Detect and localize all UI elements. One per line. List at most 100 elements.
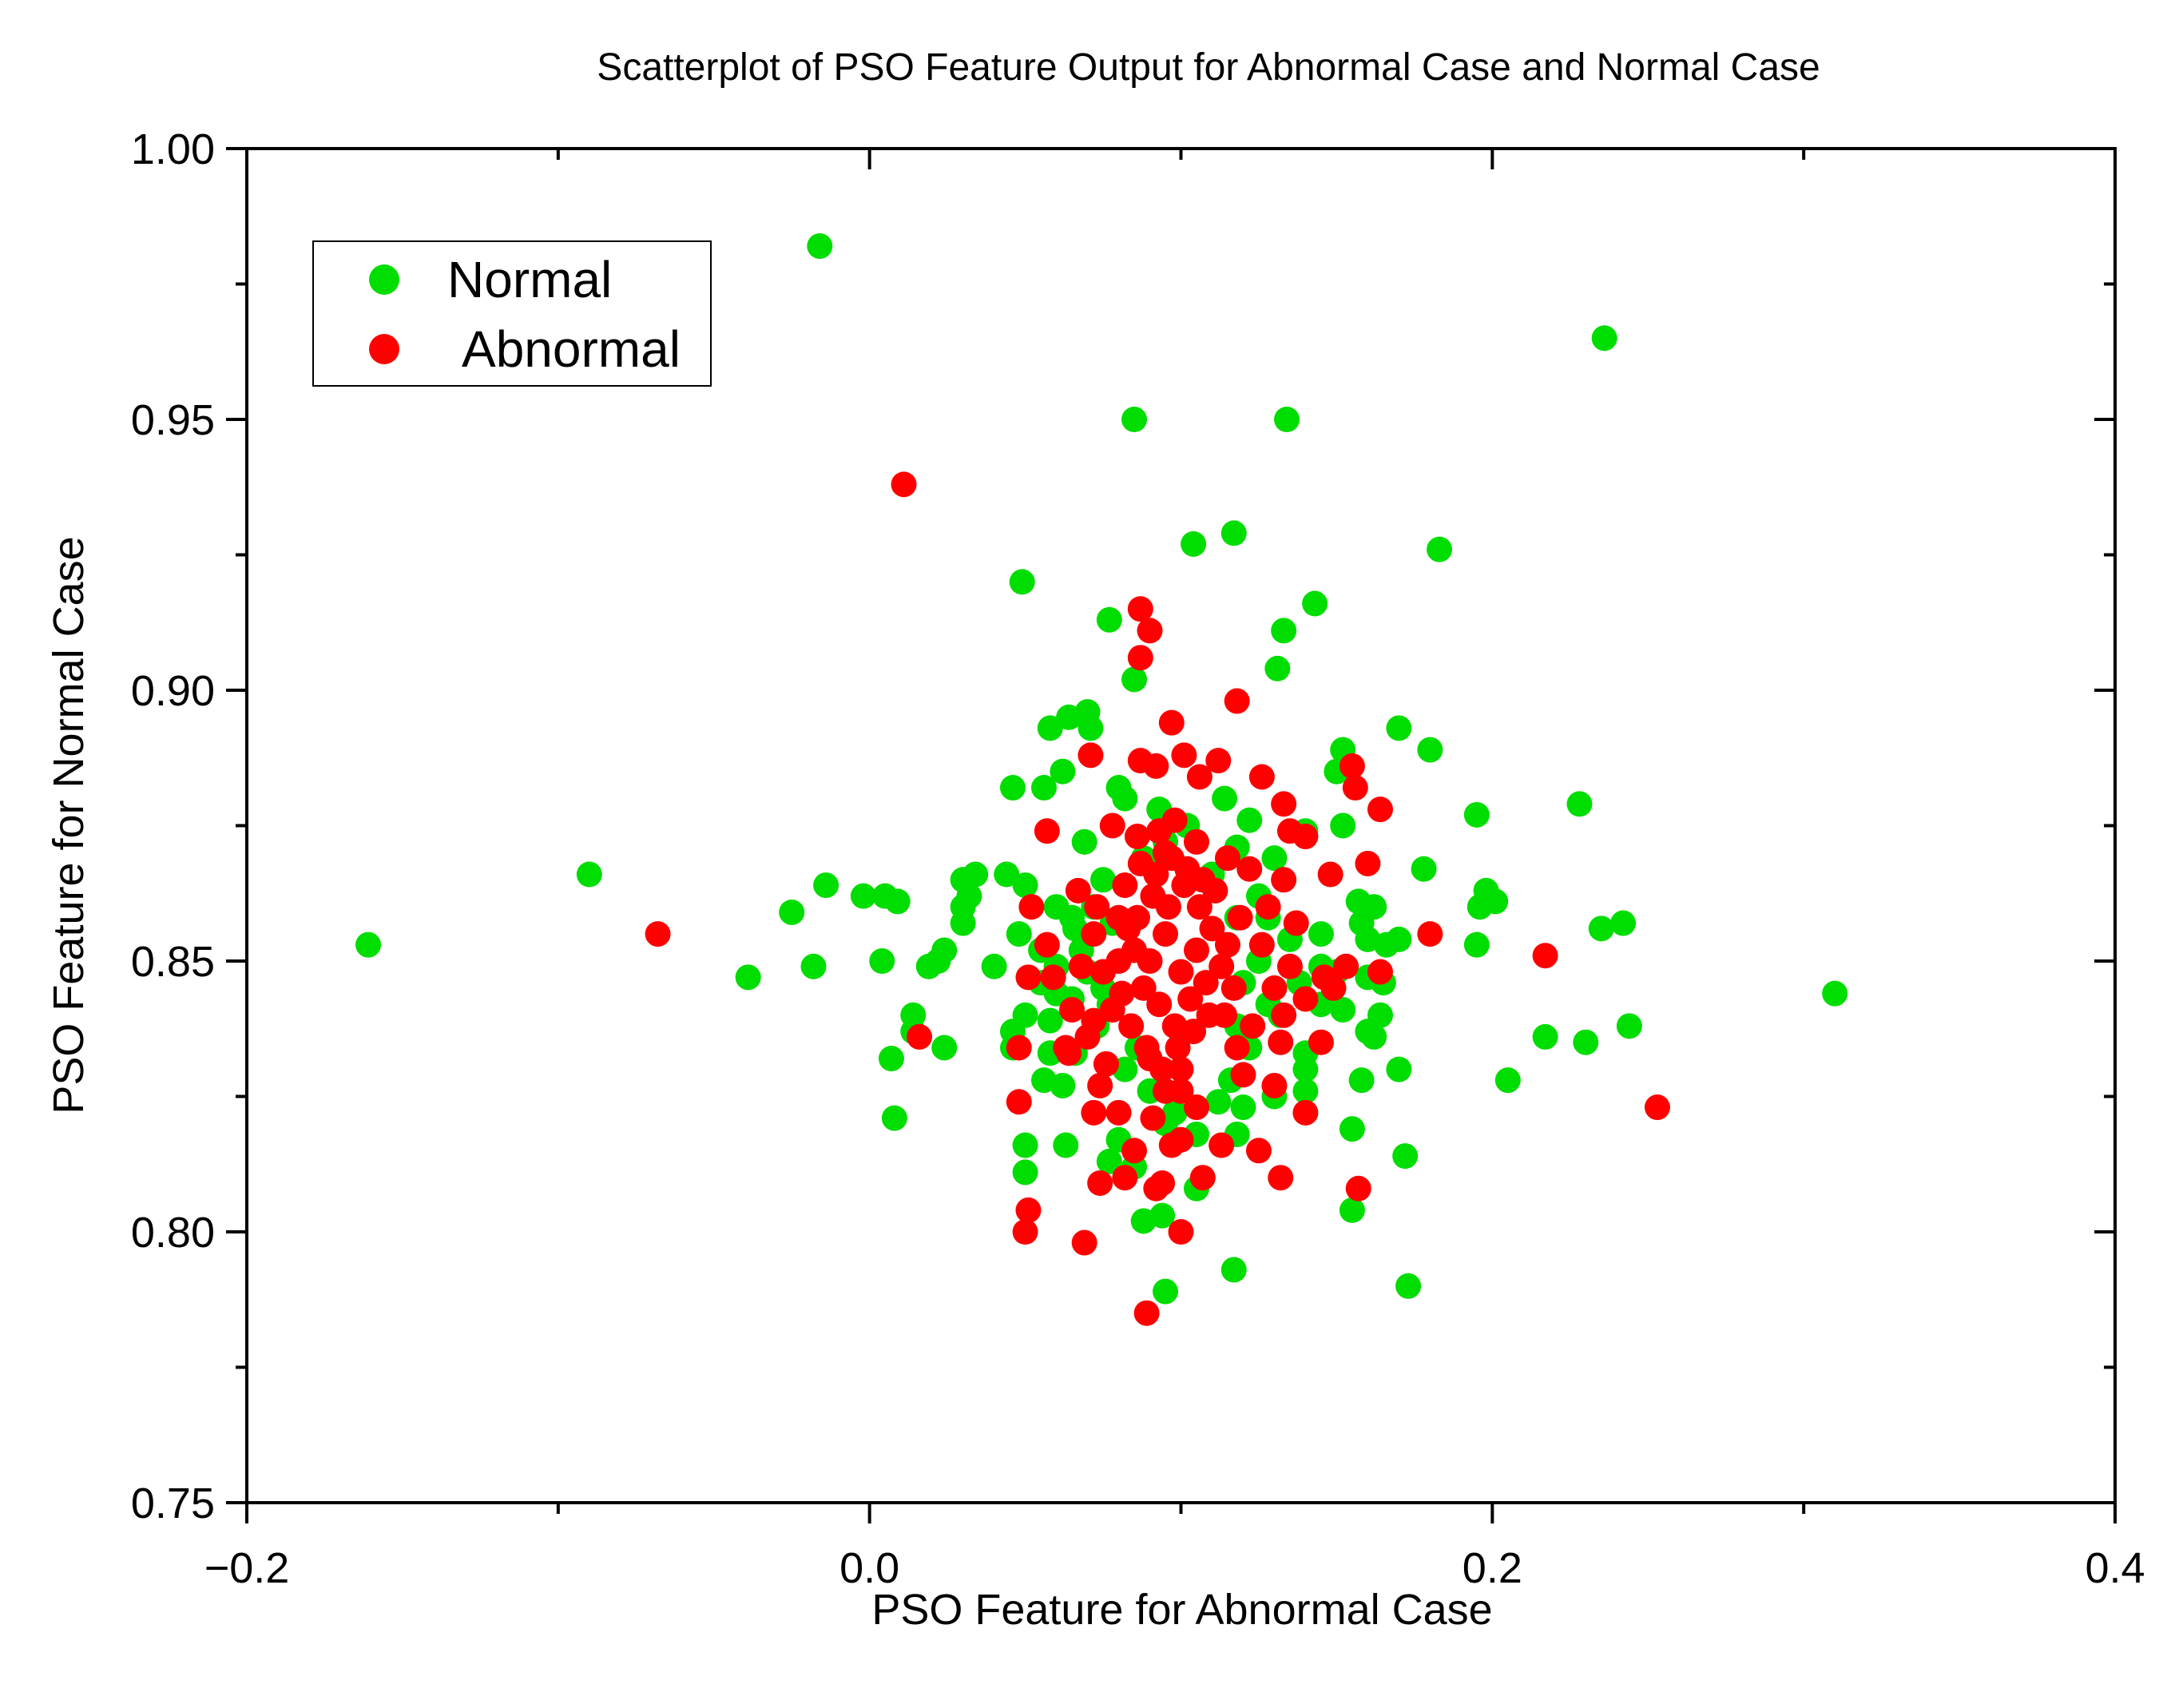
data-point-abnormal [1183,1094,1209,1121]
data-point-normal [1330,812,1356,839]
data-point-abnormal [1248,764,1275,790]
legend-abnormal-label: Abnormal [462,320,681,378]
data-point-normal [1012,872,1038,899]
data-point-abnormal [1268,1029,1294,1055]
data-point-abnormal [1018,894,1045,920]
data-point-abnormal [1121,1138,1148,1164]
data-point-normal [1130,1208,1157,1234]
data-point-abnormal [1317,861,1343,888]
data-point-abnormal [1074,1023,1101,1050]
data-point-abnormal [1417,921,1443,947]
data-point-normal [1348,1067,1375,1094]
data-point-abnormal [1168,1056,1194,1082]
data-point-normal [1112,785,1138,812]
data-point-abnormal [1127,596,1153,622]
data-point-abnormal [1292,1099,1319,1126]
legend-normal-label: Normal [447,251,612,308]
x-tick-label: 0.0 [839,1544,899,1592]
data-point-abnormal [1177,986,1204,1012]
data-point-abnormal [1240,1013,1266,1039]
data-point-normal [1271,618,1297,644]
data-point-abnormal [1227,904,1253,931]
data-point-abnormal [1171,742,1197,769]
data-point-abnormal [1189,867,1216,893]
data-point-abnormal [1209,1132,1235,1158]
data-point-normal [1012,1132,1038,1158]
y-tick-label: 0.75 [131,1480,215,1527]
data-point-abnormal [891,471,917,498]
data-point-normal [1417,737,1443,763]
data-point-abnormal [1271,867,1297,893]
data-point-normal [1302,590,1328,617]
data-point-normal [1386,1056,1412,1082]
y-tick-label: 0.95 [131,396,215,444]
data-point-normal [1121,407,1148,432]
data-point-abnormal [1112,872,1138,899]
data-point-abnormal [1283,910,1309,936]
data-point-abnormal [1015,964,1042,991]
data-point-normal [807,233,833,260]
data-point-abnormal [1367,959,1393,985]
data-point-abnormal [1320,975,1347,1001]
data-point-abnormal [1087,1170,1113,1196]
data-point-abnormal [1115,916,1141,942]
data-point-abnormal [1133,1035,1160,1061]
data-point-abnormal [1015,1197,1042,1223]
data-point-abnormal [1199,916,1225,942]
data-point-normal [1161,1099,1188,1126]
data-point-abnormal [1105,948,1132,974]
data-point-normal [1153,1278,1179,1305]
chart-title: Scatterplot of PSO Feature Output for Ab… [597,46,1820,89]
data-point-abnormal [1183,937,1209,963]
data-point-normal [1292,1078,1319,1104]
data-point-normal [1395,1273,1422,1299]
data-point-normal [1308,921,1334,947]
data-point-normal [1012,1159,1038,1186]
data-point-abnormal [1165,1035,1191,1061]
data-point-normal [1588,916,1614,942]
data-point-abnormal [1127,645,1153,671]
data-point-normal [576,861,602,888]
data-point-abnormal [1099,997,1125,1023]
data-point-abnormal [1186,894,1212,920]
data-point-normal [1205,1089,1232,1115]
data-point-normal [1071,828,1097,855]
data-point-normal [1591,325,1617,352]
data-point-normal [962,861,989,888]
data-point-normal [1330,997,1356,1023]
data-point-normal [994,861,1020,888]
legend: Normal Abnormal [312,240,712,387]
data-point-abnormal [1168,1219,1194,1245]
data-point-normal [1411,856,1437,882]
data-point-normal [779,899,805,925]
data-point-normal [1037,715,1063,741]
data-point-abnormal [1087,1072,1113,1098]
data-point-abnormal [1186,764,1212,790]
data-point-abnormal [1193,970,1219,996]
data-point-abnormal [1065,877,1091,904]
data-point-normal [1236,807,1263,833]
data-point-normal [1053,1132,1079,1158]
data-point-normal [999,775,1026,801]
data-point-abnormal [1143,861,1169,888]
data-point-normal [1573,1029,1599,1055]
data-point-abnormal [1224,1035,1250,1061]
data-point-normal [1212,785,1238,812]
data-point-abnormal [907,1023,933,1050]
data-point-abnormal [1081,1099,1107,1126]
data-point-abnormal [1068,953,1094,979]
data-point-abnormal [1140,1105,1166,1131]
data-point-normal [881,1105,907,1131]
data-point-normal [931,1035,958,1061]
data-point-abnormal [1078,742,1104,769]
data-point-abnormal [1181,1019,1207,1045]
y-tick-label: 0.90 [131,667,215,715]
y-axis-title: PSO Feature for Normal Case [45,536,93,1114]
data-point-abnormal [1212,1002,1238,1028]
x-tick-label: 0.4 [2085,1544,2145,1592]
data-point-normal [800,953,827,979]
data-point-normal [1037,1007,1063,1034]
data-point-abnormal [1099,812,1125,839]
data-point-normal [355,931,382,958]
data-point-normal [1090,867,1117,893]
